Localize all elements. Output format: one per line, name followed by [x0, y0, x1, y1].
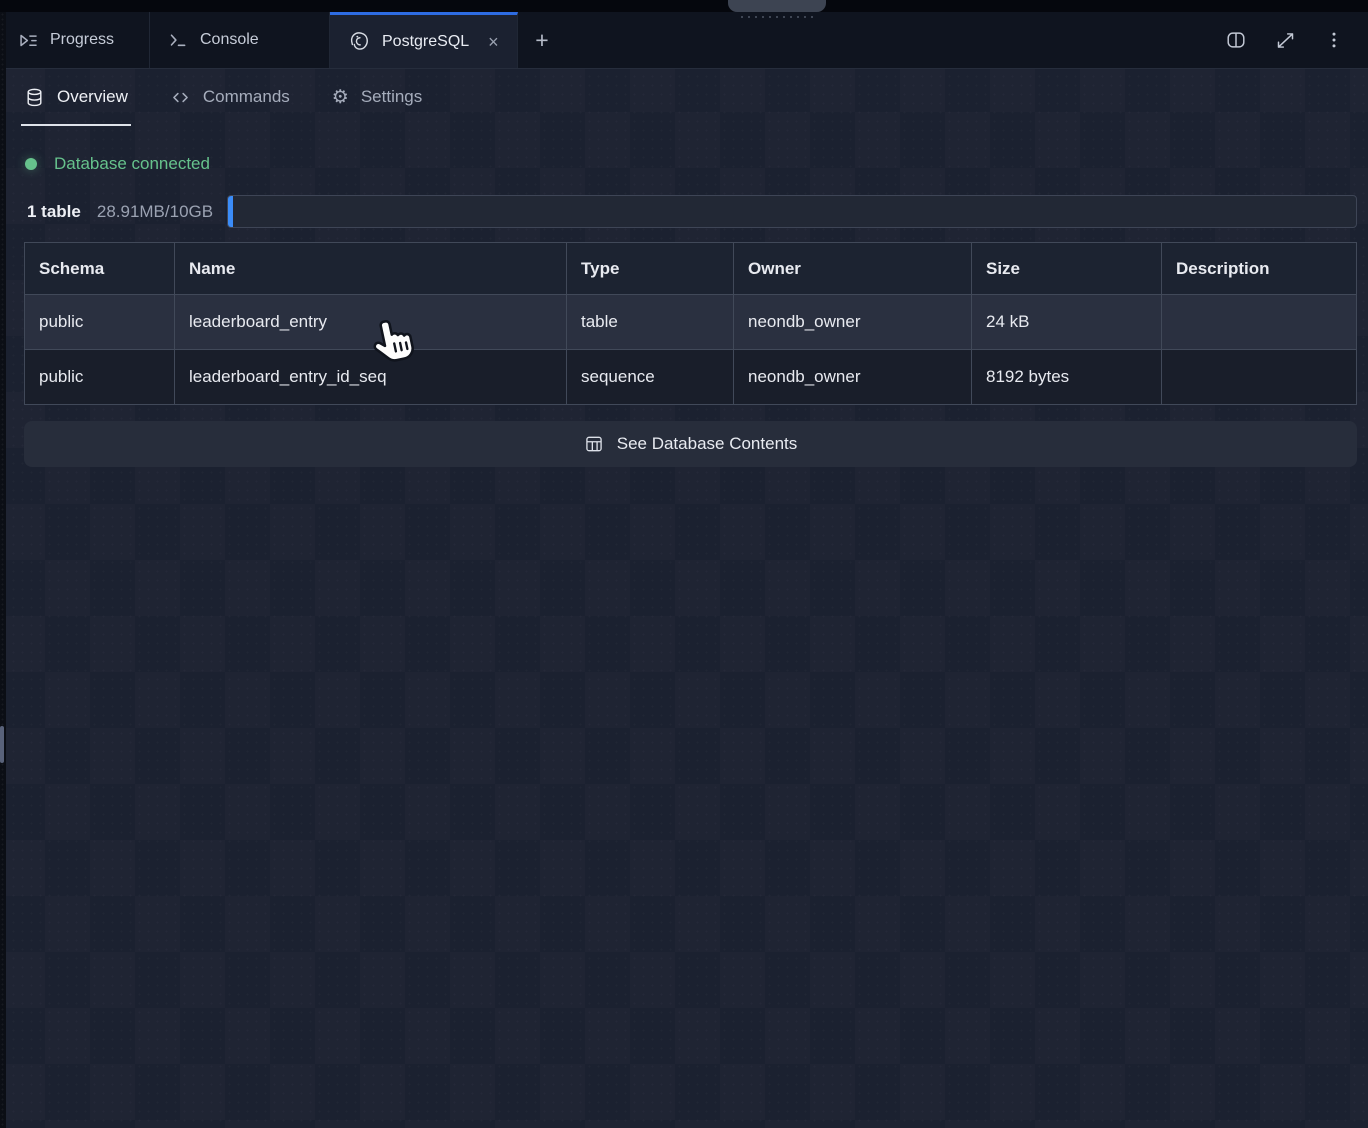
postgresql-icon	[348, 30, 371, 53]
expand-icon[interactable]	[1275, 30, 1296, 51]
status-dot-icon	[25, 158, 37, 170]
cell-size: 8192 bytes	[971, 349, 1162, 405]
tab-overview[interactable]: Overview	[21, 70, 131, 126]
tab-settings[interactable]: ⚙ Settings	[329, 70, 425, 126]
pane-tab-bar: Progress Console PostgreSQL × +	[0, 12, 1368, 69]
gear-icon: ⚙	[331, 86, 349, 108]
tab-label: PostgreSQL	[382, 32, 470, 50]
tab-console[interactable]: Console	[150, 12, 330, 68]
close-icon[interactable]: ×	[488, 31, 499, 52]
window-controls	[1225, 12, 1368, 68]
storage-stats: 1 table 28.91MB/10GB	[24, 195, 1357, 228]
storage-usage: 28.91MB/10GB	[96, 201, 214, 221]
browser-tab-remnant	[728, 0, 826, 12]
cell-owner: neondb_owner	[733, 349, 972, 405]
subtab-label: Settings	[360, 87, 423, 106]
tab-label: Console	[200, 31, 259, 48]
cell-description	[1161, 349, 1357, 405]
top-window-strip	[0, 0, 1368, 12]
cell-type: sequence	[566, 349, 734, 405]
storage-progress-bar	[227, 195, 1357, 228]
subtab-label: Commands	[202, 87, 290, 106]
table-grid-icon	[584, 434, 604, 454]
new-tab-button[interactable]: +	[518, 12, 566, 68]
tab-label: Progress	[50, 31, 115, 48]
table-row[interactable]: public leaderboard_entry_id_seq sequence…	[24, 349, 1357, 405]
column-header-name: Name	[174, 242, 567, 295]
database-icon	[24, 87, 45, 108]
cell-name[interactable]: leaderboard_entry	[174, 294, 567, 350]
column-header-owner: Owner	[733, 242, 972, 295]
dotted-decoration	[741, 16, 817, 18]
kebab-menu-icon[interactable]	[1324, 30, 1344, 50]
see-database-contents-button[interactable]: See Database Contents	[24, 421, 1357, 467]
cell-name[interactable]: leaderboard_entry_id_seq	[174, 349, 567, 405]
plus-icon: +	[535, 26, 549, 53]
split-pane-icon[interactable]	[1225, 29, 1247, 51]
tab-postgresql[interactable]: PostgreSQL ×	[330, 12, 518, 68]
table-count: 1 table	[27, 201, 81, 221]
button-label: See Database Contents	[616, 434, 798, 453]
storage-progress-fill	[228, 196, 234, 227]
overview-panel: Database connected 1 table 28.91MB/10GB …	[24, 126, 1357, 467]
pane-resize-handle[interactable]	[0, 726, 4, 763]
connection-status: Database connected	[24, 154, 1357, 174]
tab-commands[interactable]: Commands	[167, 70, 293, 126]
tab-progress[interactable]: Progress	[0, 12, 150, 68]
column-header-description: Description	[1161, 242, 1357, 295]
database-objects-table: Schema Name Type Owner Size Description …	[24, 242, 1357, 405]
column-header-size: Size	[971, 242, 1162, 295]
cell-schema: public	[24, 294, 175, 350]
status-label: Database connected	[54, 154, 210, 173]
cell-schema: public	[24, 349, 175, 405]
table-row[interactable]: public leaderboard_entry table neondb_ow…	[24, 294, 1357, 350]
subtab-label: Overview	[57, 87, 128, 106]
column-header-schema: Schema	[24, 242, 175, 295]
cell-description	[1161, 294, 1357, 350]
column-header-type: Type	[566, 242, 734, 295]
cell-owner: neondb_owner	[733, 294, 972, 350]
cell-type: table	[566, 294, 734, 350]
pane-left-edge	[0, 12, 6, 1128]
code-icon	[170, 87, 191, 108]
cell-size: 24 kB	[971, 294, 1162, 350]
panel-toolbar: Overview Commands ⚙ Settings	[0, 70, 1368, 126]
progress-icon	[18, 30, 39, 51]
table-header-row: Schema Name Type Owner Size Description	[24, 242, 1357, 295]
terminal-icon	[168, 30, 189, 51]
